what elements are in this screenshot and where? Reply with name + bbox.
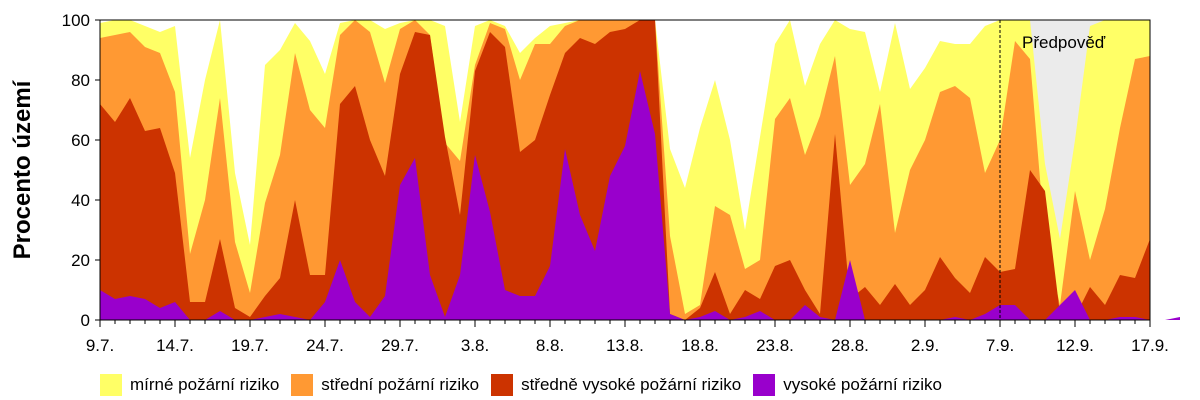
x-tick-label: 3.8. [461,336,489,355]
x-tick-label: 17.9. [1131,336,1169,355]
x-tick-label: 14.7. [156,336,194,355]
legend-swatch [100,374,122,396]
x-tick-label: 23.8. [756,336,794,355]
axis-ticks-group: 0 20 40 60 80 100 9.7. 14.7. 19.7. 24.7. 29.7. 3.8.… [62,11,1169,355]
x-tick-label: 28.8. [831,336,869,355]
legend-label: střední požární riziko [321,375,480,394]
y-tick-label: 100 [62,11,90,30]
legend-label: vysoké požární riziko [783,375,942,394]
y-tick-label: 80 [71,71,90,90]
x-tick-label: 24.7. [306,336,344,355]
legend-item: vysoké požární riziko [753,374,942,396]
legend-label: mírné požární riziko [130,375,280,394]
x-tick-label: 2.9. [911,336,939,355]
y-tick-label: 20 [71,251,90,270]
x-tick-label: 13.8. [606,336,644,355]
legend-label: středně vysoké požární riziko [521,375,742,394]
forecast-label: Předpověď [1022,33,1106,52]
legend-swatch [291,374,314,396]
x-tick-label: 19.7. [231,336,269,355]
y-axis-title: Procento území [9,79,36,259]
y-tick-label: 40 [71,191,90,210]
legend-item: střední požární riziko [291,374,479,396]
area-vysoké-požární-riziko [100,71,1180,320]
y-tick-label: 0 [81,311,90,330]
x-tick-label: 12.9. [1056,336,1094,355]
y-tick-label: 60 [71,131,90,150]
area-series-group [100,20,1180,320]
x-tick-label: 8.8. [536,336,564,355]
x-tick-label: 18.8. [681,336,719,355]
x-tick-label: 9.7. [86,336,114,355]
x-tick-label: 7.9. [986,336,1014,355]
legend-item: mírné požární riziko [100,374,279,396]
legend-swatch [491,374,514,396]
x-tick-label: 29.7. [381,336,419,355]
legend-item: středně vysoké požární riziko [491,374,741,396]
legend-swatch [753,374,776,396]
legend: mírné požární riziko střední požární rizi… [100,372,942,398]
